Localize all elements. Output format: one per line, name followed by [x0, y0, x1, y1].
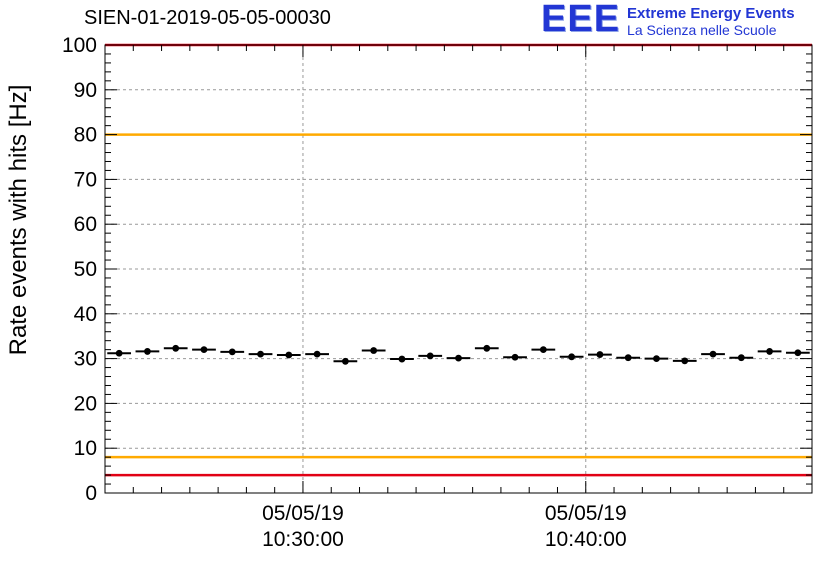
y-tick-label: 20	[74, 392, 97, 415]
data-point	[398, 355, 406, 363]
reference-lines	[105, 43, 812, 477]
x-tick-label-date: 05/05/19	[545, 502, 627, 525]
eee-logo: EEE Extreme Energy Events La Scienza nel…	[541, 0, 795, 40]
y-tick-label: 100	[62, 34, 97, 57]
y-tick-label: 90	[74, 79, 97, 102]
logo-line2: La Scienza nelle Scuole	[627, 22, 777, 38]
data-series	[107, 344, 810, 365]
chart-title: SIEN-01-2019-05-05-00030	[84, 7, 331, 29]
data-point	[681, 357, 689, 365]
data-point	[483, 344, 491, 352]
data-point	[511, 353, 519, 361]
axis-ticks	[105, 44, 812, 494]
x-tick-label-time: 10:30:00	[262, 528, 344, 551]
x-tick-label-time: 10:40:00	[545, 528, 627, 551]
grid-lines	[105, 45, 812, 493]
data-point	[257, 350, 264, 358]
data-point	[709, 350, 717, 358]
y-tick-label: 60	[74, 213, 97, 236]
y-tick-label: 70	[74, 168, 97, 191]
logo-line1: Extreme Energy Events	[627, 5, 795, 22]
data-point	[455, 354, 462, 362]
data-point	[341, 357, 349, 365]
y-tick-label: 0	[85, 482, 97, 505]
data-point	[200, 346, 208, 354]
data-point	[539, 346, 547, 354]
data-point	[426, 352, 434, 360]
data-point	[144, 348, 151, 355]
data-point	[568, 353, 576, 361]
data-point	[794, 349, 802, 357]
data-point	[313, 350, 321, 358]
data-point	[596, 351, 604, 358]
data-point	[766, 348, 773, 355]
data-point	[653, 355, 660, 362]
y-tick-label: 80	[74, 124, 97, 147]
y-tick-label: 10	[74, 437, 97, 460]
data-point	[370, 347, 378, 354]
y-axis-title: Rate events with hits [Hz]	[5, 85, 32, 356]
x-tick-label-date: 05/05/19	[262, 502, 344, 525]
data-point	[624, 354, 632, 362]
y-tick-label: 50	[74, 258, 97, 281]
data-point	[737, 354, 745, 362]
y-tick-label: 30	[74, 348, 97, 371]
data-point	[285, 351, 293, 359]
y-tick-label: 40	[74, 303, 97, 326]
data-point	[115, 349, 123, 357]
data-point	[172, 344, 180, 352]
x-tick-labels: 05/05/19 10:30:00 05/05/19 10:40:00	[262, 502, 627, 551]
y-tick-labels: 0 10 20 30 40 50 60 70 80 90 100	[62, 34, 97, 505]
eee-logo-text: EEE	[541, 0, 621, 40]
eee-logo-caption: Extreme Energy Events La Scienza nelle S…	[627, 2, 795, 38]
data-point	[228, 348, 236, 356]
